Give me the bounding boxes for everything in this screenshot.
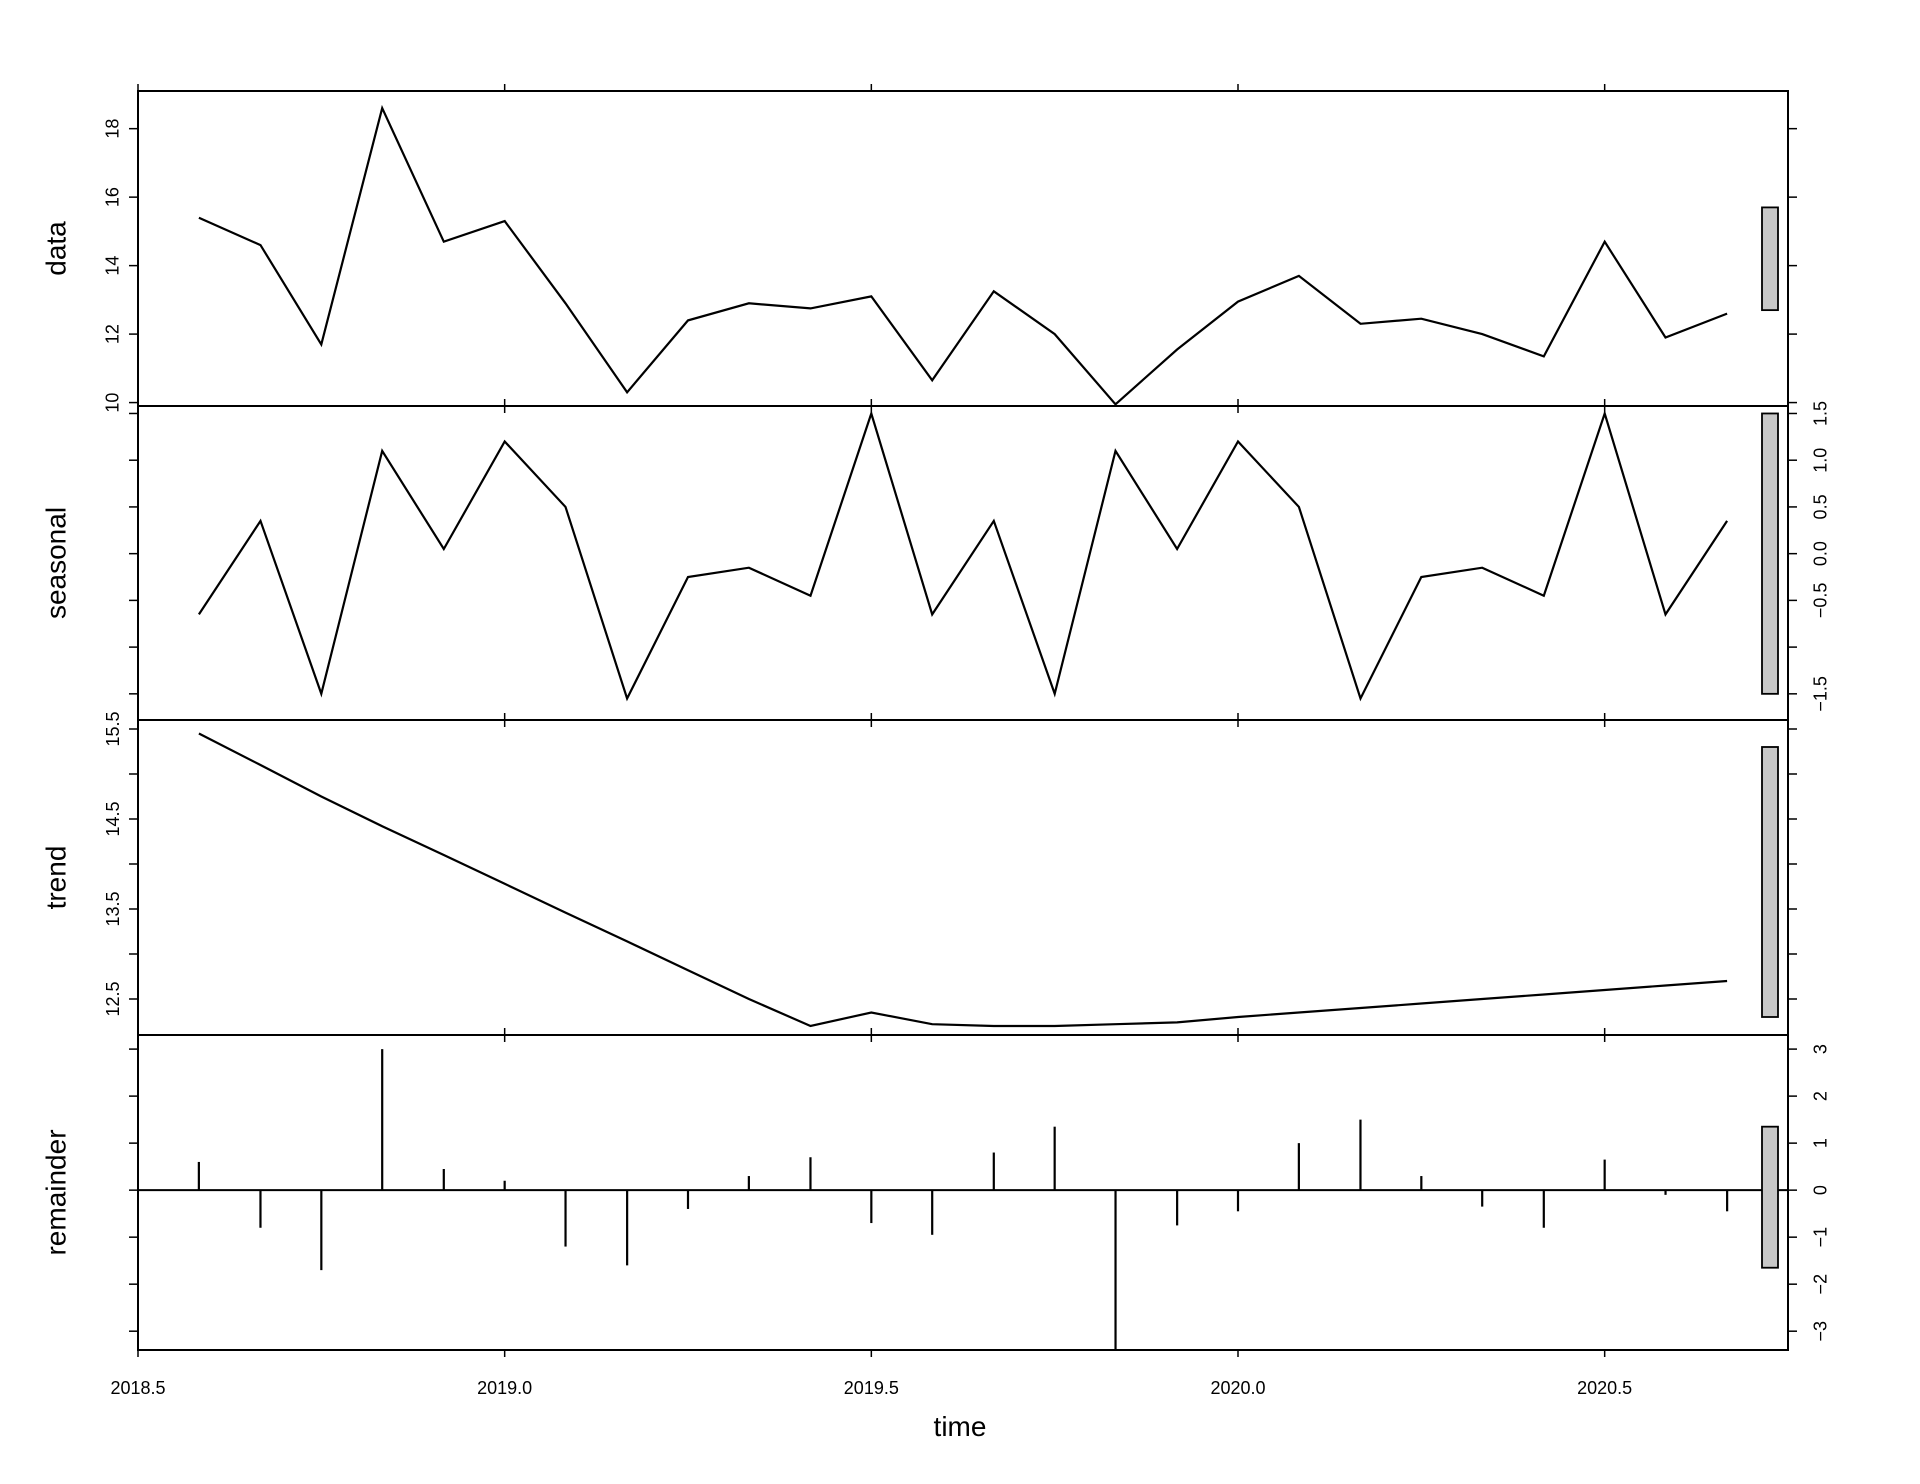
series-line-data (198, 104, 1728, 406)
panel-data: 10 12 14 16 18 data (40, 84, 1797, 413)
panel-seasonal: −1.5 −0.5 0.0 0.5 1.0 1.5 seasonal (40, 399, 1831, 727)
y-tick-label: 13.5 (103, 891, 123, 926)
y-tick-label: 14 (103, 256, 123, 276)
scale-bar (1761, 746, 1779, 1018)
y-tick-label: 12 (103, 324, 123, 344)
panel-remainder: −3 −2 −1 0 1 2 3 remainder (40, 1028, 1831, 1357)
y-tick-label: 1.0 (1811, 448, 1831, 473)
panel-label-trend: trend (40, 846, 71, 910)
panel-frame (137, 719, 1789, 1036)
x-tick-label: 2020.5 (1577, 1378, 1632, 1398)
panel-frame (137, 405, 1789, 721)
x-axis-title: time (934, 1411, 987, 1442)
chart-panels: 1012141618data−1.5−0.50.00.51.01.5season… (40, 84, 1831, 1357)
panel-frame (137, 90, 1789, 407)
y-tick-label: −3 (1811, 1321, 1831, 1342)
y-tick-label: 2 (1811, 1091, 1831, 1101)
panel-trend: 12.5 13.5 14.5 15.5 trend (40, 711, 1797, 1042)
y-tick-label: 18 (103, 119, 123, 139)
x-tick-label: 2019.5 (844, 1378, 899, 1398)
x-tick-label: 2019.0 (477, 1378, 532, 1398)
y-tick-label: −0.5 (1811, 583, 1831, 619)
y-tick-label: 1 (1811, 1138, 1831, 1148)
scale-bar (1761, 412, 1779, 695)
series-line-trend (198, 732, 1728, 1028)
panel-label-data: data (40, 221, 71, 276)
y-tick-label: 10 (103, 393, 123, 413)
x-tick-label: 2018.5 (110, 1378, 165, 1398)
y-tick-label: 0 (1811, 1185, 1831, 1195)
y-tick-label: −1 (1811, 1227, 1831, 1248)
y-tick-label: −1.5 (1811, 676, 1831, 712)
panel-frame (137, 1034, 1789, 1351)
y-tick-label: 14.5 (103, 801, 123, 836)
y-tick-label: 3 (1811, 1044, 1831, 1054)
scale-bar (1761, 1125, 1779, 1269)
panel-label-remainder: remainder (40, 1129, 71, 1255)
series-line-seasonal (197, 409, 1729, 702)
y-tick-label: 15.5 (103, 711, 123, 746)
panel-label-seasonal: seasonal (40, 507, 71, 619)
y-tick-label: 12.5 (103, 981, 123, 1016)
y-tick-label: 1.5 (1811, 401, 1831, 426)
y-tick-label: 16 (103, 187, 123, 207)
y-tick-label: 0.5 (1811, 494, 1831, 519)
y-tick-label: −2 (1811, 1274, 1831, 1295)
x-axis: 2018.5 2019.0 2019.5 2020.0 2020.5 (110, 1378, 1632, 1398)
y-tick-label: 0.0 (1811, 541, 1831, 566)
x-tick-label: 2020.0 (1210, 1378, 1265, 1398)
scale-bar (1761, 206, 1779, 312)
